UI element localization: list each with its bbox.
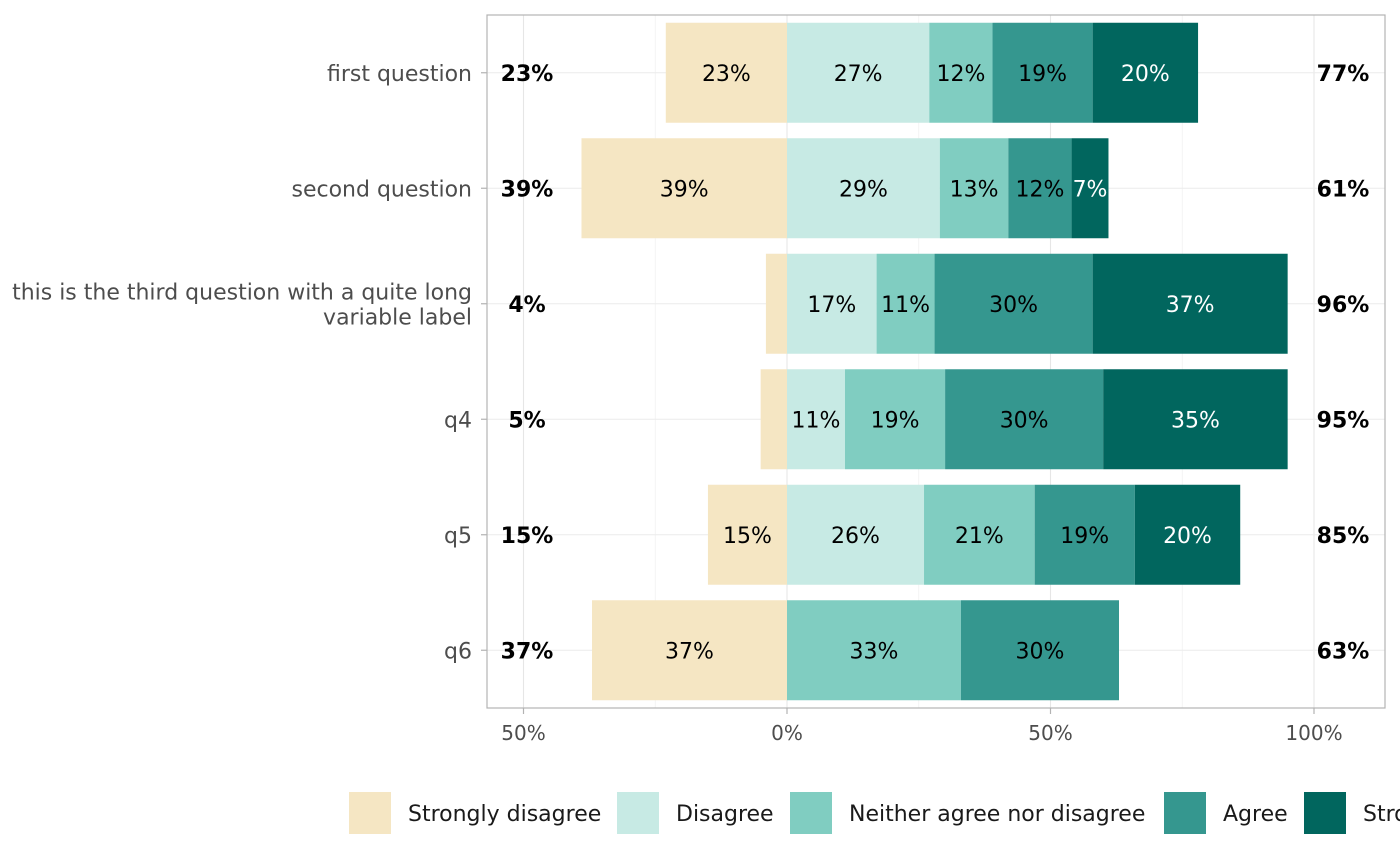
side-total-labels: 23% 39% 4% 5% 15% 37% 77% 61% 96% 95% 85% 63% <box>501 62 1370 665</box>
segment-label: 26% <box>831 524 880 549</box>
legend-label: Strongly disagree <box>408 802 601 827</box>
left-total-label: 39% <box>501 177 554 202</box>
segment-label: 21% <box>955 524 1004 549</box>
segment-label: 37% <box>1166 293 1215 318</box>
bar-disagree <box>787 253 877 354</box>
bar-strongly-disagree <box>581 138 787 239</box>
legend-key-disagree <box>617 792 659 834</box>
y-tick-label: q6 <box>444 639 472 664</box>
legend: Strongly disagree Disagree Neither agree n… <box>349 792 1400 834</box>
segment-label: 27% <box>834 62 883 87</box>
segment-label: 12% <box>936 62 985 87</box>
right-total-label: 61% <box>1317 177 1370 202</box>
segment-label: 29% <box>839 177 888 202</box>
bar-strongly-disagree <box>765 253 787 354</box>
bar-neither-agree-nor-disagree <box>787 600 961 701</box>
bar-segments <box>581 22 1288 701</box>
legend-label: Neither agree nor disagree <box>849 802 1145 827</box>
legend-key-strongly-disagree <box>349 792 391 834</box>
bar-strongly-agree <box>1103 369 1288 470</box>
segment-label: 11% <box>792 408 841 433</box>
segment-label: 30% <box>989 293 1038 318</box>
panel-background <box>487 15 1385 708</box>
left-total-label: 4% <box>508 293 545 318</box>
y-axis: first question second question this is the… <box>12 62 487 664</box>
x-tick-label: 50% <box>1028 721 1072 745</box>
bar-disagree <box>787 369 845 470</box>
right-total-label: 96% <box>1317 293 1370 318</box>
left-total-label: 23% <box>501 62 554 87</box>
bar-agree <box>960 600 1120 701</box>
segment-label: 17% <box>807 293 856 318</box>
y-tick-label: this is the third question with a quite … <box>12 280 472 330</box>
segment-label: 33% <box>850 639 899 664</box>
bar-agree <box>992 22 1093 123</box>
segment-label: 30% <box>1000 408 1049 433</box>
bar-agree <box>1034 484 1135 585</box>
bar-strongly-disagree <box>592 600 787 701</box>
legend-key-strongly-agree <box>1304 792 1346 834</box>
bar-neither-agree-nor-disagree <box>929 22 993 123</box>
legend-key-neither-agree-nor-disagree <box>790 792 832 834</box>
x-axis: 50% 0% 50% 100% <box>501 708 1343 745</box>
right-total-label: 95% <box>1317 408 1370 433</box>
bar-strongly-agree <box>1134 484 1241 585</box>
y-tick-label: second question <box>291 177 472 202</box>
right-total-label: 63% <box>1317 639 1370 664</box>
x-tick-label: 50% <box>501 721 545 745</box>
x-tick-label: 0% <box>771 721 803 745</box>
legend-key-agree <box>1164 792 1206 834</box>
left-total-label: 37% <box>501 639 554 664</box>
legend-label: Agree <box>1223 802 1288 827</box>
bar-strongly-agree <box>1092 253 1288 354</box>
segment-label: 15% <box>723 524 772 549</box>
segment-label: 13% <box>950 177 999 202</box>
segment-label: 11% <box>881 293 930 318</box>
y-tick-label: q4 <box>444 408 472 433</box>
legend-label: Stro <box>1363 802 1400 827</box>
bar-disagree <box>787 138 940 239</box>
panel-border <box>486 14 1386 709</box>
segment-label: 30% <box>1016 639 1065 664</box>
bar-neither-agree-nor-disagree <box>939 138 1009 239</box>
segment-label: 7% <box>1073 177 1108 202</box>
y-tick-label: first question <box>327 62 472 87</box>
bar-strongly-agree <box>1071 138 1109 239</box>
segment-labels: 23% 27% 12% 19% 20% 39% 29% 13% 12% 7% 17% 11% 30% 37… <box>660 62 1220 665</box>
segment-label: 19% <box>1060 524 1109 549</box>
left-total-label: 15% <box>501 524 554 549</box>
segment-label: 23% <box>702 62 751 87</box>
segment-label: 37% <box>665 639 714 664</box>
segment-label: 20% <box>1163 524 1212 549</box>
bar-strongly-disagree <box>760 369 787 470</box>
bar-strongly-disagree <box>707 484 787 585</box>
bar-strongly-agree <box>1092 22 1199 123</box>
x-tick-label: 100% <box>1285 721 1342 745</box>
bar-agree <box>945 369 1104 470</box>
segment-label: 39% <box>660 177 709 202</box>
bar-agree <box>1008 138 1072 239</box>
segment-label: 35% <box>1171 408 1220 433</box>
bar-agree <box>934 253 1093 354</box>
bar-neither-agree-nor-disagree <box>924 484 1035 585</box>
bar-strongly-disagree <box>665 22 787 123</box>
bar-disagree <box>787 484 925 585</box>
bar-neither-agree-nor-disagree <box>876 253 935 354</box>
segment-label: 20% <box>1121 62 1170 87</box>
right-total-label: 85% <box>1317 524 1370 549</box>
segment-label: 12% <box>1016 177 1065 202</box>
legend-label: Disagree <box>676 802 774 827</box>
y-tick-label: q5 <box>444 524 472 549</box>
segment-label: 19% <box>871 408 920 433</box>
right-total-label: 77% <box>1317 62 1370 87</box>
segment-label: 19% <box>1018 62 1067 87</box>
left-total-label: 5% <box>508 408 545 433</box>
bar-neither-agree-nor-disagree <box>844 369 946 470</box>
bar-disagree <box>787 22 930 123</box>
